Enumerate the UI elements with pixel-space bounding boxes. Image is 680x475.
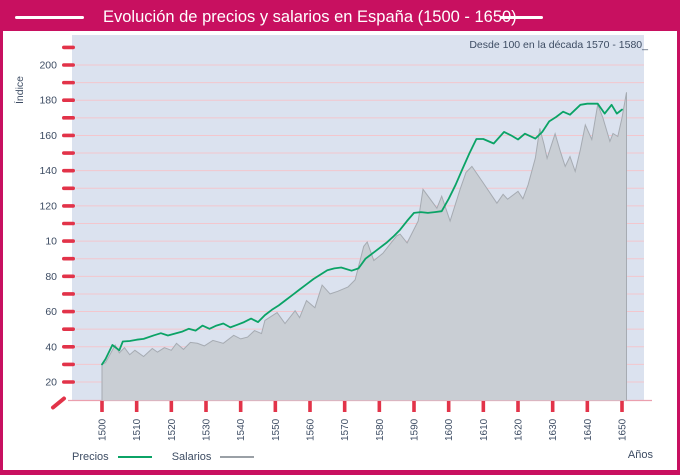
y-tick-mark [62, 239, 75, 243]
x-tick-mark [412, 401, 416, 412]
y-tick-label: 200 [39, 60, 57, 72]
legend-swatch-icon [220, 456, 255, 458]
x-tick-mark [134, 401, 139, 412]
legend-swatch-icon [117, 456, 152, 458]
x-tick-mark [585, 401, 590, 412]
y-tick-mark [62, 327, 75, 331]
y-tick-mark [62, 380, 75, 384]
baseline-note: Desde 100 en la década 1570 - 1580_ [469, 39, 648, 51]
y-tick-mark [62, 309, 75, 314]
title-rule-right-icon [500, 16, 543, 19]
x-tick-label: 1530 [202, 418, 213, 441]
x-tick-mark [238, 401, 243, 412]
x-tick-mark [100, 401, 104, 412]
title-rule-left-icon [15, 16, 84, 19]
precios-line [101, 102, 623, 366]
y-tick-mark [62, 274, 75, 279]
x-tick-label: 1610 [479, 418, 490, 441]
y-tick-mark [62, 344, 75, 349]
x-tick-label: 1590 [410, 418, 421, 441]
header-band: Evolución de precios y salarios en Españ… [3, 3, 677, 31]
y-tick-mark [62, 80, 75, 85]
y-tick-mark [62, 63, 75, 67]
y-tick-mark [62, 116, 75, 120]
salarios-line [101, 92, 627, 401]
y-tick-mark [62, 256, 75, 261]
y-tick-mark [62, 168, 75, 173]
x-tick-label: 1550 [271, 418, 282, 441]
y-axis-title: Índice [14, 75, 26, 104]
legend-item-salarios: Salarios [172, 451, 255, 463]
x-tick-mark [342, 401, 347, 412]
x-tick-mark [481, 401, 486, 412]
y-tick-label: 60 [45, 306, 57, 318]
x-tick-label: 1500 [98, 418, 109, 441]
x-tick-label: 1640 [583, 418, 594, 441]
x-tick-mark [550, 401, 555, 412]
y-tick-mark [62, 186, 75, 191]
x-tick-mark [204, 401, 208, 412]
chart-title: Evolución de precios y salarios en Españ… [103, 8, 517, 26]
x-tick-label: 1620 [514, 418, 525, 441]
x-axis-title: Años [627, 449, 653, 461]
x-tick-label: 1580 [375, 418, 386, 441]
x-tick-label: 1630 [548, 418, 559, 441]
x-tick-mark [516, 401, 520, 412]
legend-item-precios: Precios [72, 451, 152, 463]
y-tick-label: 140 [39, 165, 57, 177]
y-tick-label: 40 [45, 341, 57, 353]
y-tick-mark [62, 362, 75, 367]
y-tick-label: 10 [45, 236, 57, 248]
legend-label: Precios [72, 451, 109, 463]
x-tick-mark [308, 401, 312, 412]
y-tick-label: 20 [45, 377, 57, 389]
y-tick-label: 180 [39, 95, 57, 107]
y-tick-mark [62, 221, 75, 226]
x-tick-label: 1560 [306, 418, 317, 441]
y-tick-mark [62, 133, 75, 138]
y-tick-label: 80 [45, 271, 57, 283]
y-tick-mark [62, 151, 75, 155]
x-tick-label: 1570 [340, 418, 351, 441]
x-tick-label: 1520 [167, 418, 178, 441]
legend: Precios Salarios [72, 450, 255, 464]
x-tick-label: 1540 [236, 418, 247, 441]
axis-break-icon [51, 396, 66, 410]
y-tick-mark [62, 98, 75, 103]
y-tick-mark [62, 204, 75, 208]
legend-label: Salarios [171, 451, 212, 463]
x-tick-label: 1600 [444, 418, 455, 441]
x-tick-mark [377, 401, 382, 412]
x-tick-label: 1510 [132, 418, 143, 441]
y-tick-label: 160 [39, 130, 57, 142]
y-tick-mark [62, 45, 75, 50]
y-tick-label: 120 [39, 200, 57, 212]
x-tick-mark [169, 401, 174, 412]
x-tick-mark [620, 401, 624, 412]
x-tick-mark [446, 401, 451, 412]
y-tick-mark [62, 292, 75, 296]
x-tick-label: 1650 [618, 418, 629, 441]
x-tick-mark [273, 401, 278, 412]
